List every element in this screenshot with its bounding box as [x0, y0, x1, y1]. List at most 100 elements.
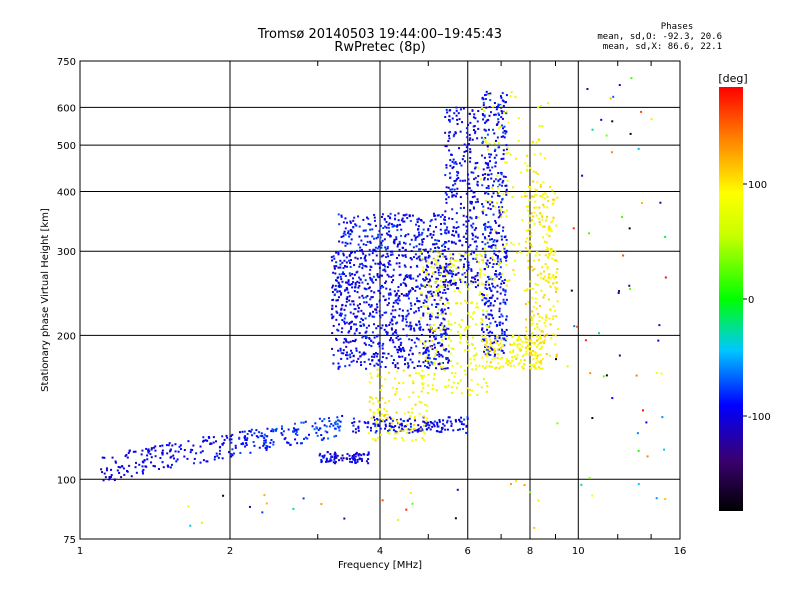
data-point — [376, 247, 379, 250]
data-point — [428, 315, 431, 318]
data-point — [533, 314, 536, 317]
data-point — [444, 326, 447, 329]
data-point — [494, 165, 497, 168]
data-point — [361, 250, 364, 253]
data-point — [381, 419, 384, 422]
data-point — [524, 340, 527, 343]
data-point — [402, 317, 405, 320]
data-point — [497, 186, 500, 189]
data-point — [353, 453, 356, 456]
data-point — [501, 322, 504, 325]
data-point — [537, 106, 540, 109]
data-point — [497, 141, 500, 144]
data-point — [390, 355, 393, 358]
data-point — [556, 196, 559, 199]
data-point — [477, 200, 480, 203]
data-point — [110, 474, 113, 477]
data-point — [146, 458, 149, 461]
data-point — [394, 299, 397, 302]
data-point — [332, 315, 335, 318]
data-point — [415, 223, 418, 226]
data-point — [375, 396, 378, 399]
data-point — [405, 293, 408, 296]
data-point — [342, 232, 345, 235]
data-point — [294, 438, 297, 441]
data-point — [455, 287, 458, 290]
data-point — [432, 324, 435, 327]
data-point — [319, 452, 322, 455]
data-point — [351, 421, 354, 424]
data-point — [368, 253, 371, 256]
data-point — [383, 420, 386, 423]
data-point — [486, 241, 489, 244]
data-point — [546, 333, 549, 336]
data-point — [407, 290, 410, 293]
data-point — [400, 436, 403, 439]
data-point — [427, 362, 430, 365]
data-point — [466, 182, 469, 185]
data-point — [373, 336, 376, 339]
data-point — [437, 246, 440, 249]
data-point — [552, 315, 555, 318]
data-point — [488, 114, 491, 117]
data-point — [476, 279, 479, 282]
data-point — [396, 370, 399, 373]
data-point — [221, 457, 224, 460]
data-point — [402, 439, 405, 442]
data-point — [498, 367, 501, 370]
data-point — [602, 375, 605, 378]
data-point — [499, 213, 502, 216]
data-point — [391, 323, 394, 326]
data-point — [456, 170, 459, 173]
data-point — [392, 279, 395, 282]
data-point — [483, 176, 486, 179]
data-point — [336, 425, 339, 428]
data-point — [658, 324, 661, 327]
data-point — [374, 278, 377, 281]
data-point — [317, 429, 320, 432]
data-point — [466, 264, 469, 267]
data-point — [452, 348, 455, 351]
data-point — [436, 255, 439, 258]
data-point — [323, 418, 326, 421]
data-point — [321, 455, 324, 458]
data-point — [425, 294, 428, 297]
data-point — [376, 352, 379, 355]
data-point — [472, 171, 475, 174]
data-point — [377, 363, 380, 366]
data-point — [331, 299, 334, 302]
data-point — [354, 455, 357, 458]
data-point — [337, 213, 340, 216]
data-point — [482, 98, 485, 101]
data-point — [413, 427, 416, 430]
data-point — [535, 339, 538, 342]
data-point — [531, 310, 534, 313]
data-point — [230, 435, 233, 438]
data-point — [339, 293, 342, 296]
data-point — [409, 422, 412, 425]
data-point — [395, 292, 398, 295]
data-point — [243, 436, 246, 439]
data-point — [371, 296, 374, 299]
data-point — [460, 392, 463, 395]
data-point — [383, 311, 386, 314]
data-point — [429, 232, 432, 235]
data-point — [548, 185, 551, 188]
data-point — [447, 140, 450, 143]
data-point — [491, 256, 494, 259]
data-point — [377, 342, 380, 345]
data-point — [361, 281, 364, 284]
data-point — [534, 282, 537, 285]
y-tick-label: 75 — [63, 535, 76, 546]
data-point — [457, 233, 460, 236]
data-point — [378, 310, 381, 313]
data-point — [400, 424, 403, 427]
data-point — [466, 325, 469, 328]
data-point — [485, 310, 488, 313]
data-point — [105, 467, 108, 470]
data-point — [404, 284, 407, 287]
data-point — [505, 112, 508, 115]
data-point — [384, 425, 387, 428]
data-point — [405, 318, 408, 321]
data-point — [541, 367, 544, 370]
